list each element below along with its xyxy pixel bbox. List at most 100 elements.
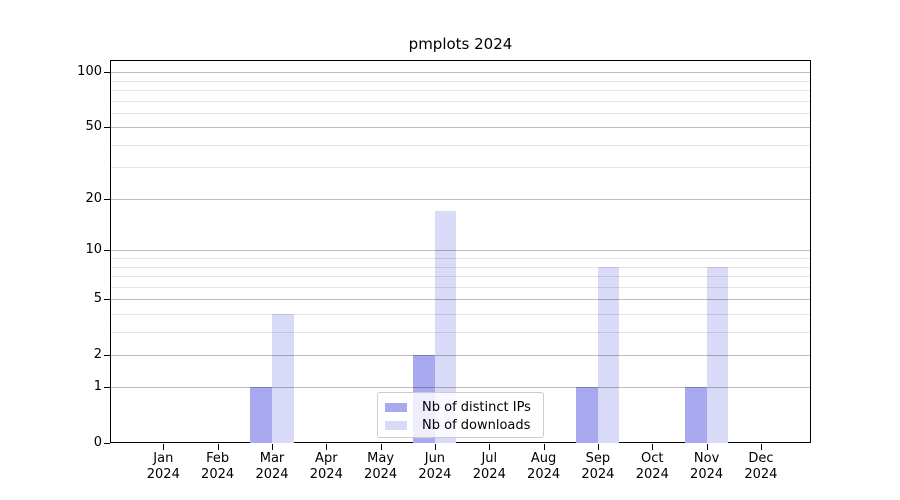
x-tick-year: 2024	[255, 467, 289, 482]
gridline-minor-3	[111, 331, 810, 333]
gridline-minor-70	[111, 100, 810, 102]
plot-area	[110, 60, 811, 443]
chart-title: pmplots 2024	[408, 35, 513, 53]
gridline-major-10	[111, 250, 810, 252]
gridline-minor-80	[111, 90, 810, 92]
y-tick-label-0: 0	[93, 435, 102, 450]
bar-nb-of-distinct-ips-nov	[685, 387, 707, 443]
gridline-minor-40	[111, 144, 810, 146]
legend-label-downloads: Nb of downloads	[422, 417, 531, 433]
x-tick-year: 2024	[744, 467, 778, 482]
x-tick-mark-apr	[326, 444, 328, 450]
y-tick-label-50: 50	[85, 119, 102, 135]
y-tick-label-20: 20	[85, 190, 102, 206]
x-tick-label-jan: Jan 2024	[131, 451, 195, 483]
bar-nb-of-downloads-mar	[272, 313, 294, 443]
x-tick-label-jul: Jul 2024	[457, 451, 521, 483]
y-tick-mark-5	[104, 299, 110, 301]
x-tick-mark-nov	[706, 444, 708, 450]
x-tick-label-apr: Apr 2024	[294, 451, 358, 483]
legend-swatch-downloads	[385, 420, 407, 430]
bar-nb-of-distinct-ips-sep	[576, 387, 598, 443]
legend: Nb of distinct IPs Nb of downloads	[377, 392, 544, 438]
y-tick-label-2: 2	[93, 346, 102, 362]
gridline-minor-90	[111, 80, 810, 82]
x-tick-year: 2024	[472, 467, 506, 482]
gridline-major-50	[111, 127, 810, 129]
x-tick-label-mar: Mar 2024	[240, 451, 304, 483]
x-tick-label-aug: Aug 2024	[512, 451, 576, 483]
x-tick-label-sep: Sep 2024	[566, 451, 630, 483]
y-tick-label-1: 1	[93, 379, 102, 395]
gridline-major-100	[111, 72, 810, 74]
y-tick-label-5: 5	[93, 291, 102, 307]
x-tick-label-feb: Feb 2024	[186, 451, 250, 483]
gridline-minor-9	[111, 258, 810, 260]
x-tick-mark-oct	[652, 444, 654, 450]
x-tick-year: 2024	[364, 467, 398, 482]
bar-nb-of-downloads-jun	[434, 210, 457, 443]
x-tick-mark-jun	[434, 444, 436, 450]
x-tick-month: Jun	[424, 451, 446, 466]
x-tick-label-jun: Jun 2024	[403, 451, 467, 483]
legend-row-distinct-ips: Nb of distinct IPs	[385, 398, 536, 416]
x-tick-month: Aug	[530, 451, 557, 466]
y-tick-label-100: 100	[77, 64, 102, 80]
x-tick-mark-dec	[760, 444, 762, 450]
legend-swatch-distinct-ips	[385, 402, 407, 412]
bar-nb-of-downloads-nov	[706, 266, 729, 443]
gridline-minor-6	[111, 286, 810, 288]
x-tick-label-may: May 2024	[349, 451, 413, 483]
y-tick-mark-1	[104, 387, 110, 389]
gridline-major-5	[111, 299, 810, 301]
x-tick-year: 2024	[690, 467, 724, 482]
legend-label-distinct-ips: Nb of distinct IPs	[422, 399, 531, 415]
x-tick-month: Nov	[693, 451, 720, 466]
x-tick-month: Apr	[315, 451, 338, 466]
y-tick-mark-100	[104, 72, 110, 74]
gridline-major-20	[111, 198, 810, 200]
x-tick-month: Sep	[585, 451, 611, 466]
x-tick-mark-mar	[272, 444, 273, 450]
gridline-major-1	[111, 387, 810, 389]
x-tick-year: 2024	[635, 467, 669, 482]
gridline-minor-60	[111, 112, 810, 114]
x-tick-year: 2024	[418, 467, 452, 482]
x-tick-mark-feb	[217, 444, 219, 450]
x-tick-label-nov: Nov 2024	[675, 451, 739, 483]
gridline-minor-4	[111, 313, 810, 315]
x-tick-year: 2024	[309, 467, 343, 482]
y-tick-label-10: 10	[85, 242, 102, 258]
x-tick-mark-sep	[597, 444, 599, 450]
x-tick-mark-aug	[543, 444, 545, 450]
bar-nb-of-distinct-ips-mar	[250, 387, 272, 443]
x-tick-label-dec: Dec 2024	[729, 451, 793, 483]
gridline-minor-8	[111, 266, 810, 268]
y-tick-mark-2	[104, 354, 110, 356]
x-tick-month: Mar	[259, 451, 285, 466]
x-tick-mark-jul	[489, 444, 491, 450]
x-tick-year: 2024	[146, 467, 180, 482]
x-tick-month: May	[367, 451, 395, 466]
x-tick-mark-may	[380, 444, 382, 450]
x-tick-year: 2024	[581, 467, 615, 482]
x-tick-month: Oct	[641, 451, 664, 466]
y-tick-mark-0	[104, 443, 110, 444]
gridline-minor-7	[111, 276, 810, 277]
x-tick-month: Feb	[206, 451, 230, 466]
y-tick-mark-50	[104, 127, 110, 129]
gridline-minor-30	[111, 167, 810, 169]
x-tick-month: Dec	[748, 451, 774, 466]
x-tick-month: Jan	[153, 451, 174, 466]
y-tick-mark-20	[104, 198, 110, 200]
x-tick-label-oct: Oct 2024	[620, 451, 684, 483]
x-tick-year: 2024	[201, 467, 235, 482]
bar-nb-of-downloads-sep	[597, 266, 620, 443]
y-tick-mark-10	[104, 250, 110, 252]
legend-row-downloads: Nb of downloads	[385, 416, 536, 434]
x-tick-month: Jul	[481, 451, 498, 466]
x-tick-year: 2024	[527, 467, 561, 482]
x-tick-mark-jan	[163, 444, 165, 450]
gridline-major-2	[111, 354, 810, 356]
